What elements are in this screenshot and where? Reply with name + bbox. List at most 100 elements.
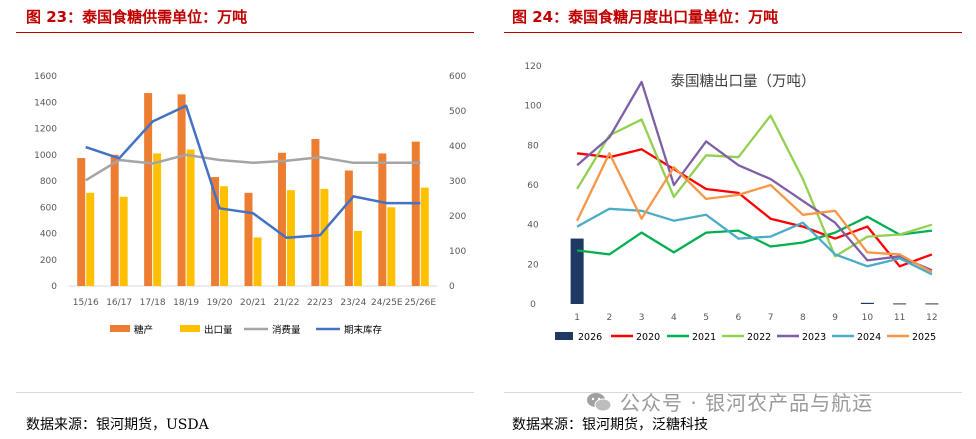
chart-inner-title: 泰国糖出口量（万吨） bbox=[671, 73, 816, 90]
export-bar bbox=[119, 196, 128, 286]
x-tick-label: 15/16 bbox=[73, 298, 99, 308]
bar-2026 bbox=[570, 238, 584, 304]
month-tick-label: 3 bbox=[639, 313, 645, 323]
production-bar bbox=[244, 192, 253, 286]
month-tick-label: 11 bbox=[894, 313, 905, 323]
month-tick-label: 4 bbox=[671, 313, 677, 323]
right-source-rule bbox=[504, 392, 962, 393]
left-y-tick-label: 1000 bbox=[34, 151, 57, 161]
left-y-tick-label: 1200 bbox=[34, 125, 57, 135]
production-bar bbox=[144, 93, 153, 286]
legend-2026-swatch bbox=[555, 332, 573, 340]
legend-2024-label: 2024 bbox=[857, 332, 881, 343]
export-bar bbox=[86, 192, 95, 286]
bar-2026 bbox=[893, 303, 907, 305]
right-y-tick-label: 200 bbox=[449, 212, 466, 222]
y-tick-label: 20 bbox=[527, 260, 539, 270]
right-y-tick-label: 500 bbox=[449, 107, 466, 117]
legend-consumption-label: 消费量 bbox=[272, 324, 301, 336]
left-y-tick-label: 400 bbox=[40, 230, 57, 240]
production-bar bbox=[277, 152, 286, 286]
left-y-tick-label: 1400 bbox=[34, 98, 57, 108]
left-y-tick-label: 1600 bbox=[34, 72, 57, 82]
x-tick-label: 17/18 bbox=[140, 298, 166, 308]
month-tick-label: 12 bbox=[926, 313, 937, 323]
export-bar bbox=[320, 188, 329, 286]
legend-export-label: 出口量 bbox=[204, 324, 233, 336]
legend-production-label: 糖产 bbox=[134, 324, 153, 336]
legend-export-swatch bbox=[180, 325, 200, 332]
y-tick-label: 120 bbox=[524, 62, 541, 72]
legend-2021-label: 2021 bbox=[692, 332, 716, 343]
right-y-tick-label: 400 bbox=[449, 142, 466, 152]
export-bar bbox=[153, 153, 162, 286]
series-line-2023 bbox=[576, 80, 933, 272]
production-bar bbox=[311, 139, 320, 286]
series-line-2022 bbox=[576, 114, 933, 258]
x-tick-label: 24/25E bbox=[371, 298, 403, 308]
series-line-2025 bbox=[576, 152, 933, 274]
export-bar bbox=[387, 207, 396, 286]
left-title-rule bbox=[16, 32, 474, 33]
series-line-2020 bbox=[576, 148, 933, 268]
production-bar bbox=[411, 141, 420, 286]
consumption-line bbox=[85, 153, 421, 182]
supply-demand-chart: 0 200 400 600 800 1000 1200 1400 1600 0 100 200 300 4… bbox=[34, 72, 466, 336]
x-tick-label: 23/24 bbox=[340, 298, 366, 308]
x-tick-label: 21/22 bbox=[273, 298, 299, 308]
month-tick-label: 1 bbox=[574, 313, 580, 323]
production-bar bbox=[344, 170, 353, 286]
bar-2026 bbox=[925, 303, 939, 305]
y-tick-label: 60 bbox=[527, 181, 539, 191]
month-tick-label: 2 bbox=[607, 313, 613, 323]
right-y-tick-label: 0 bbox=[449, 282, 455, 292]
x-tick-label: 22/23 bbox=[307, 298, 333, 308]
left-figure-panel: 图 23：泰国食糖供需单位：万吨 数据来源：银河期货，USDA bbox=[16, 8, 474, 433]
right-y-tick-label: 300 bbox=[449, 177, 466, 187]
x-tick-label: 18/19 bbox=[173, 298, 199, 308]
legend-2023-label: 2023 bbox=[802, 332, 826, 343]
right-figure-panel: 图 24：泰国食糖月度出口量单位：万吨 数据来源：银河期货，泛糖科技 bbox=[488, 0, 976, 439]
legend-2022-label: 2022 bbox=[747, 332, 771, 343]
production-bar bbox=[177, 94, 186, 286]
production-bar bbox=[378, 153, 387, 286]
left-y-tick-label: 800 bbox=[40, 177, 57, 187]
x-tick-label: 20/21 bbox=[240, 298, 266, 308]
watermark-text: 公众号 · 银河农产品与航运 bbox=[620, 391, 874, 415]
export-bar bbox=[220, 186, 229, 286]
right-figure-title: 图 24：泰国食糖月度出口量单位：万吨 bbox=[512, 8, 779, 26]
watermark: 公众号 · 银河农产品与航运 bbox=[586, 387, 873, 416]
y-tick-label: 100 bbox=[524, 102, 541, 112]
production-bar bbox=[110, 154, 119, 286]
legend-2025-label: 2025 bbox=[912, 332, 936, 343]
left-source-rule bbox=[16, 392, 474, 393]
y-tick-label: 80 bbox=[527, 141, 539, 151]
left-y-tick-label: 0 bbox=[51, 282, 57, 292]
month-tick-label: 7 bbox=[768, 313, 774, 323]
wechat-icon bbox=[587, 393, 612, 412]
legend-ending-stocks-label: 期末库存 bbox=[344, 324, 383, 336]
right-y-tick-label: 100 bbox=[449, 247, 466, 257]
month-tick-label: 9 bbox=[832, 313, 838, 323]
month-tick-label: 10 bbox=[862, 313, 874, 323]
x-tick-label: 25/26E bbox=[404, 298, 436, 308]
month-tick-label: 5 bbox=[703, 313, 709, 323]
export-bar bbox=[420, 187, 429, 286]
export-bar bbox=[253, 237, 262, 286]
legend-production-swatch bbox=[110, 325, 130, 332]
left-source-text: 数据来源：银河期货，USDA bbox=[26, 417, 209, 433]
export-bar bbox=[186, 149, 195, 286]
legend-2020-label: 2020 bbox=[636, 332, 660, 343]
right-y-tick-label: 600 bbox=[449, 72, 466, 82]
production-bar bbox=[211, 177, 220, 286]
month-tick-label: 6 bbox=[736, 313, 742, 323]
y-tick-label: 40 bbox=[527, 221, 539, 231]
left-figure-title: 图 23：泰国食糖供需单位：万吨 bbox=[26, 8, 248, 26]
export-bar bbox=[353, 230, 362, 286]
y-tick-label: 0 bbox=[530, 300, 536, 310]
legend-2026-label: 2026 bbox=[578, 332, 602, 343]
bar-2026 bbox=[860, 302, 874, 304]
ending-stocks-line bbox=[85, 104, 421, 239]
x-tick-label: 16/17 bbox=[106, 298, 132, 308]
